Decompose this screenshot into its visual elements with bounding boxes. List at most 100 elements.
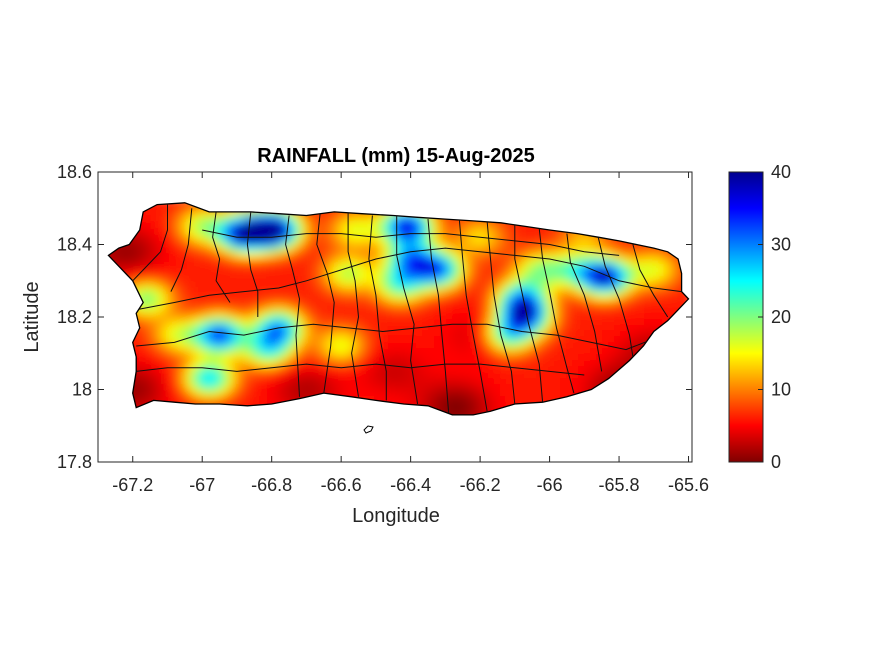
rainfall-cell [500, 270, 507, 277]
rainfall-cell [398, 330, 405, 337]
rainfall-cell [500, 252, 507, 259]
rainfall-cell [554, 378, 561, 385]
rainfall-cell [248, 324, 255, 331]
rainfall-cell [488, 240, 495, 247]
rainfall-cell [242, 240, 249, 247]
rainfall-cell [458, 276, 465, 283]
rainfall-cell [524, 348, 531, 355]
rainfall-cell [578, 276, 585, 283]
rainfall-cell [500, 294, 507, 301]
rainfall-cell [530, 318, 537, 325]
rainfall-cell [170, 324, 177, 331]
rainfall-cell [554, 270, 561, 277]
rainfall-cell [524, 378, 531, 385]
rainfall-cell [290, 384, 297, 391]
rainfall-cell [542, 300, 549, 307]
rainfall-cell [200, 366, 207, 373]
rainfall-cell [344, 354, 351, 361]
rainfall-cell [314, 366, 321, 373]
rainfall-cell [440, 318, 447, 325]
y-tick-label: 18.4 [57, 235, 92, 255]
rainfall-cell [392, 228, 399, 235]
rainfall-cell [548, 384, 555, 391]
rainfall-cell [398, 342, 405, 349]
rainfall-cell [278, 246, 285, 253]
rainfall-cell [230, 360, 237, 367]
rainfall-cell [248, 396, 255, 403]
rainfall-cell [668, 300, 675, 307]
rainfall-cell [398, 246, 405, 253]
rainfall-cell [320, 228, 327, 235]
rainfall-cell [626, 276, 633, 283]
rainfall-cell [506, 354, 513, 361]
rainfall-cell [224, 228, 231, 235]
rainfall-cell [536, 396, 543, 403]
rainfall-cell [530, 330, 537, 337]
rainfall-cell [146, 210, 153, 217]
rainfall-cell [152, 348, 159, 355]
rainfall-cell [542, 264, 549, 271]
rainfall-cell [566, 312, 573, 319]
rainfall-cell [386, 294, 393, 301]
rainfall-cell [428, 294, 435, 301]
rainfall-cell [524, 384, 531, 391]
rainfall-cell [386, 270, 393, 277]
rainfall-cell [290, 372, 297, 379]
rainfall-cell [290, 360, 297, 367]
rainfall-cell [392, 330, 399, 337]
rainfall-cell [398, 228, 405, 235]
rainfall-cell [608, 246, 615, 253]
rainfall-cell [284, 252, 291, 259]
rainfall-cell [266, 378, 273, 385]
rainfall-cell [170, 252, 177, 259]
rainfall-cell [296, 318, 303, 325]
rainfall-cell [242, 210, 249, 217]
rainfall-cell [248, 282, 255, 289]
rainfall-cell [194, 378, 201, 385]
rainfall-cell [212, 222, 219, 229]
rainfall-cell [566, 342, 573, 349]
rainfall-cell [272, 348, 279, 355]
rainfall-cell [278, 294, 285, 301]
rainfall-cell [194, 234, 201, 241]
rainfall-cell [440, 264, 447, 271]
rainfall-cell [482, 318, 489, 325]
rainfall-cell [158, 360, 165, 367]
rainfall-cell [482, 222, 489, 229]
rainfall-cell [446, 318, 453, 325]
rainfall-cell [512, 288, 519, 295]
rainfall-cell [272, 390, 279, 397]
rainfall-cell [260, 252, 267, 259]
rainfall-cell [536, 372, 543, 379]
rainfall-cell [572, 288, 579, 295]
rainfall-cell [494, 228, 501, 235]
rainfall-cell [368, 384, 375, 391]
rainfall-cell [392, 336, 399, 343]
rainfall-cell [338, 312, 345, 319]
rainfall-cell [146, 336, 153, 343]
rainfall-cell [320, 354, 327, 361]
rainfall-cell [362, 348, 369, 355]
rainfall-cell [590, 360, 597, 367]
municipality-border [347, 211, 360, 397]
rainfall-cell [260, 306, 267, 313]
rainfall-cell [164, 294, 171, 301]
rainfall-cell [164, 246, 171, 253]
rainfall-cell [146, 234, 153, 241]
rainfall-cell [662, 294, 669, 301]
rainfall-cell [662, 312, 669, 319]
rainfall-cell [428, 396, 435, 403]
rainfall-cell [296, 342, 303, 349]
rainfall-cell [476, 306, 483, 313]
rainfall-cell [362, 276, 369, 283]
rainfall-cell [272, 312, 279, 319]
rainfall-cell [362, 354, 369, 361]
rainfall-cell [314, 258, 321, 265]
rainfall-cell [512, 348, 519, 355]
rainfall-cell [332, 318, 339, 325]
rainfall-cell [398, 282, 405, 289]
rainfall-cell [482, 348, 489, 355]
rainfall-cell [596, 270, 603, 277]
rainfall-cell [158, 270, 165, 277]
rainfall-cell [272, 276, 279, 283]
